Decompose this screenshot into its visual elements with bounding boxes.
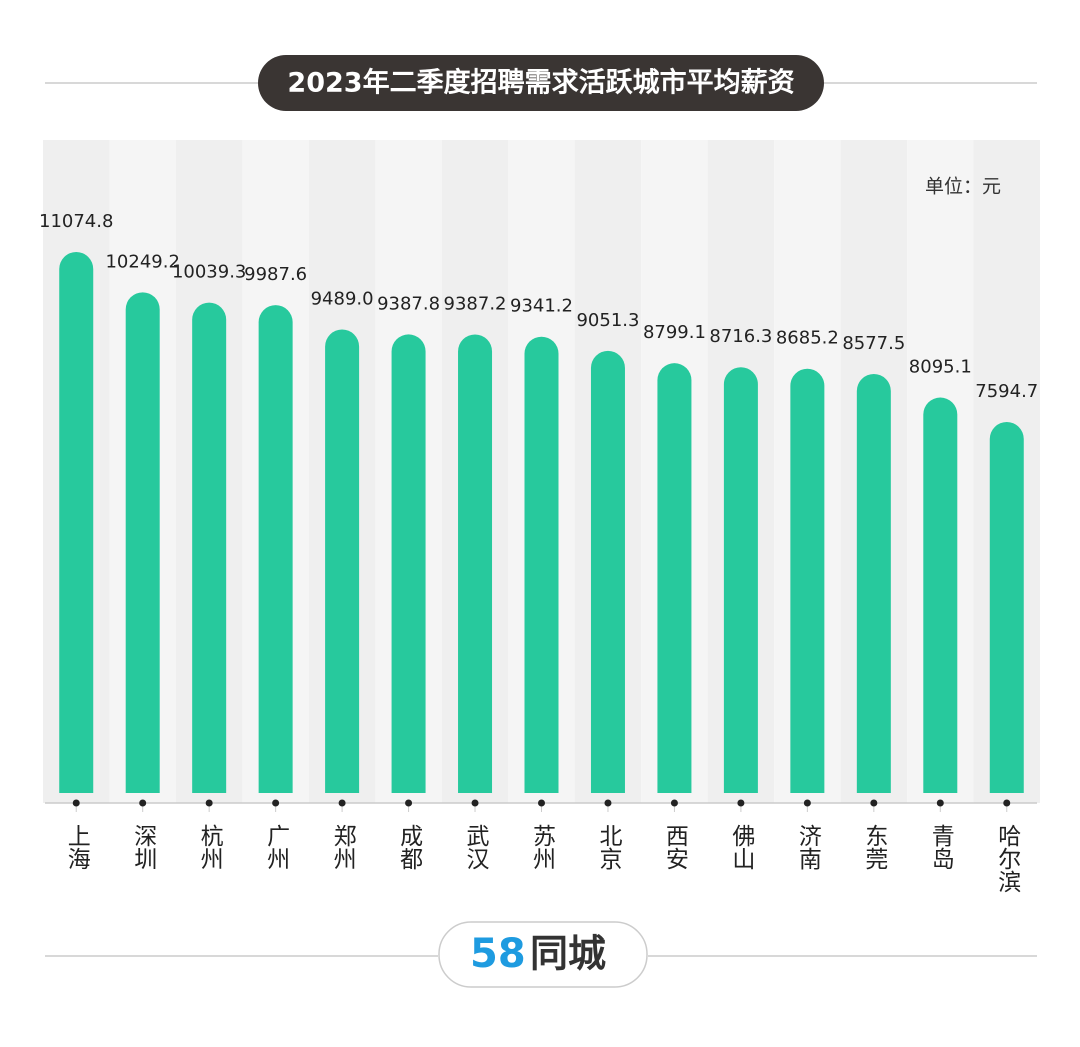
tick-dot (670, 799, 678, 807)
background (43, 140, 1040, 803)
x-tick-label: 佛山 (727, 824, 754, 870)
value-label: 10249.2 (105, 251, 179, 272)
tick-dot (737, 799, 745, 807)
x-tick-label: 广州 (262, 824, 289, 870)
x-tick-label: 成都 (395, 824, 422, 870)
x-tick-label: 杭州 (196, 824, 223, 870)
x-tick-label: 上海 (63, 824, 90, 870)
bar (125, 292, 160, 793)
bar (923, 397, 958, 793)
x-tick-label: 武汉 (462, 824, 489, 870)
value-label: 8799.1 (643, 322, 706, 343)
value-label: 8095.1 (909, 357, 972, 378)
logo-pill (438, 921, 648, 988)
tick-dot (471, 799, 479, 807)
bar (790, 368, 825, 793)
bar (258, 305, 293, 793)
x-tick-label: 苏州 (528, 824, 555, 870)
bar (192, 302, 227, 793)
value-label: 11074.8 (39, 211, 113, 232)
x-tick-label: 郑州 (329, 824, 356, 870)
unit-label: 单位：元 (925, 176, 1001, 198)
tick-dot (272, 799, 280, 807)
tick-dot (870, 799, 878, 807)
value-label: 8577.5 (842, 333, 905, 354)
tick-dot (139, 799, 147, 807)
x-tick-label: 西安 (661, 824, 688, 870)
value-label: 9341.2 (510, 296, 573, 317)
bar (59, 252, 94, 793)
value-label: 9051.3 (576, 310, 639, 331)
chart-title: 2023年二季度招聘需求活跃城市平均薪资 (287, 67, 794, 99)
tick-dot (803, 799, 811, 807)
logo-name: 同城 (530, 932, 606, 976)
x-tick-label: 济南 (794, 824, 821, 870)
tick-dot (1003, 799, 1011, 807)
title-pill (258, 55, 824, 111)
x-tick-label: 深圳 (129, 824, 156, 870)
bar (325, 329, 360, 793)
x-tick-label: 青岛 (927, 824, 954, 870)
tick-dot (538, 799, 545, 807)
x-tick-label: 哈尔滨 (993, 824, 1020, 893)
bar (657, 363, 692, 793)
value-label: 8685.2 (776, 328, 839, 349)
value-label: 9987.6 (244, 264, 307, 285)
value-label: 7594.7 (975, 381, 1038, 402)
bar (524, 336, 559, 793)
value-label: 9387.2 (444, 293, 507, 314)
value-label: 9387.8 (377, 293, 440, 314)
tick-dot (72, 799, 80, 807)
value-label: 9489.0 (311, 288, 374, 309)
tick-dot (604, 799, 612, 807)
bar (989, 422, 1024, 793)
tick-dot (338, 799, 346, 807)
value-label: 10039.3 (172, 262, 246, 283)
bar (723, 367, 758, 793)
bar (391, 334, 426, 793)
x-tick-label: 北京 (594, 824, 621, 870)
tick-dot (405, 799, 413, 807)
bar (458, 334, 493, 793)
tick-dot (936, 799, 944, 807)
bar (856, 373, 891, 793)
tick-dot (205, 799, 213, 807)
bar (590, 350, 625, 793)
x-tick-label: 东莞 (860, 824, 887, 870)
logo-digits: 58 (470, 931, 526, 977)
value-label: 8716.3 (709, 326, 772, 347)
